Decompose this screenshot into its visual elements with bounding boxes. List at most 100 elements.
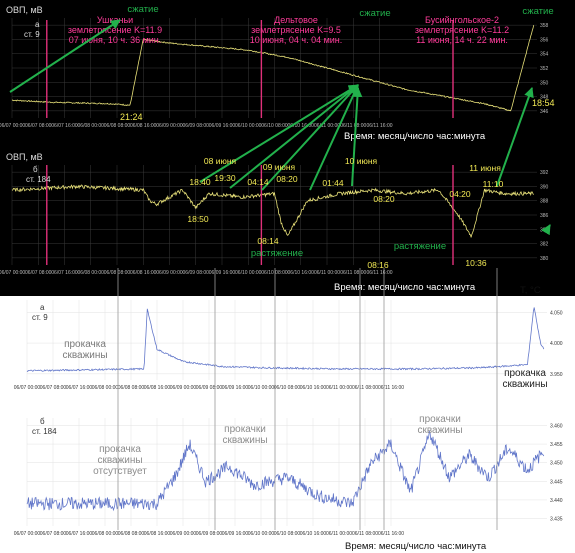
y-tick-label: 348 (540, 95, 549, 101)
earthquake-label: землетрясение K=11.2 (415, 25, 509, 35)
time-label: 04:20 (449, 189, 471, 199)
y-tick-label: 352 (540, 66, 549, 72)
dark-background (0, 0, 575, 296)
extension-label: растяжение (394, 241, 446, 252)
x-tick-label: 06/07 16:00 (51, 123, 78, 129)
well-name-c: ст. 9 (32, 313, 48, 322)
well-name-b: ст. 184 (26, 175, 51, 184)
pumping-label: прокачки (224, 424, 266, 435)
well-letter-d: б (40, 417, 45, 426)
compression-label: сжатие (359, 8, 390, 19)
y-tick-label: 3.435 (550, 517, 563, 523)
x-tick-label: 06/08 00:00 (92, 385, 119, 391)
well-name-a: ст. 9 (24, 30, 40, 39)
x-tick-label: 06/09 16:00 (222, 531, 249, 537)
y-tick-label: 392 (540, 170, 549, 176)
green-arrow (541, 224, 551, 236)
x-axis-title-b: Время: месяц/число час:минута (334, 282, 476, 293)
x-tick-label: 06/09 16:00 (209, 270, 236, 276)
time-label: 18:54 (532, 98, 555, 108)
x-tick-label: 06/08 16:00 (130, 270, 157, 276)
pumping-label: скважины (502, 379, 547, 390)
time-label: 04:14 (247, 177, 269, 187)
earthquake-label: Бусийнгольское-2 (425, 15, 499, 25)
x-tick-label: 06/07 00:00 (14, 531, 41, 537)
x-tick-label: 06/11 16:00 (366, 270, 392, 276)
green-arrow (261, 84, 359, 191)
x-tick-label: 06/09 16:00 (222, 385, 249, 391)
earthquake-label: землетрясение K=9.5 (251, 25, 341, 35)
light-background (22, 296, 575, 553)
y-tick-label: 3.445 (550, 479, 563, 485)
series-line-temp184 (26, 431, 545, 512)
y-axis-title-a: ОВП, мВ (6, 5, 43, 15)
pumping-label: скважины (417, 425, 462, 436)
x-tick-label: 06/08 08:00 (104, 270, 131, 276)
x-tick-label: 06/07 16:00 (51, 270, 78, 276)
y-tick-label: 356 (540, 37, 549, 43)
time-label: 18:40 (189, 177, 211, 187)
x-tick-label: 06/08 08:00 (104, 123, 131, 129)
y-axis-title-b: ОВП, мВ (6, 152, 43, 162)
earthquake-label: Дельтовое (274, 15, 318, 25)
x-axis-title-d: Время: месяц/число час:минута (345, 541, 487, 552)
x-tick-label: 06/08 00:00 (78, 270, 105, 276)
pumping-label: скважины (62, 350, 107, 361)
well-letter-b: б (33, 165, 38, 174)
time-label: 18:50 (187, 214, 209, 224)
extension-label: растяжение (251, 248, 303, 259)
earthquake-label: 07 июня, 10 ч. 36 мин. (69, 35, 162, 45)
x-tick-label: 06/11 00:00 (326, 385, 352, 391)
x-tick-label: 06/10 08:00 (274, 531, 301, 537)
x-tick-label: 06/08 16:00 (130, 123, 157, 129)
earthquake-label: 11 июня, 14 ч. 22 мин. (416, 35, 508, 45)
compression-label: сжатие (522, 6, 553, 17)
x-axis-title-a: Время: месяц/число час:минута (344, 131, 486, 142)
panel-temp9: 06/07 00:00 06/07 08:00 06/07 16:00 06/08 0… (14, 300, 563, 391)
y-tick-label: 390 (540, 184, 549, 190)
x-tick-label: 06/07 00:00 (14, 385, 41, 391)
x-tick-label: 06/08 00:00 (78, 123, 105, 129)
y-tick-label: 358 (540, 23, 549, 29)
compression-label: сжатие (127, 4, 158, 15)
date-label: 08 июня (204, 156, 237, 166)
earthquake-label: землетрясение K=11.9 (68, 25, 162, 35)
series-line-temp9 (26, 307, 545, 372)
y-tick-label: 3.950 (550, 372, 563, 378)
x-tick-label: 06/11 16:00 (378, 385, 404, 391)
time-label: 08:20 (276, 174, 298, 184)
x-tick-label: 06/07 08:00 (40, 385, 67, 391)
x-tick-label: 06/08 16:00 (144, 385, 171, 391)
x-tick-label: 06/11 08:00 (340, 123, 366, 129)
no-pumping-label: прокачка (99, 444, 141, 455)
x-tick-label: 06/09 16:00 (209, 123, 236, 129)
x-tick-label: 06/09 00:00 (170, 385, 197, 391)
y-tick-label: 4.000 (550, 341, 563, 347)
series-line-orp184 (11, 184, 534, 238)
date-label: 09 июня (263, 162, 296, 172)
green-arrow (309, 84, 359, 191)
x-tick-label: 06/07 08:00 (25, 270, 52, 276)
time-label: 01:44 (322, 178, 344, 188)
y-tick-label: 3.455 (550, 442, 563, 448)
x-tick-label: 06/07 16:00 (66, 385, 93, 391)
y-tick-label: 354 (540, 52, 549, 58)
earthquake-label: 10 июня, 04 ч. 04 мин. (250, 35, 343, 45)
x-tick-label: 06/09 08:00 (196, 531, 223, 537)
green-arrow (199, 84, 359, 183)
y-tick-label: 350 (540, 80, 549, 86)
no-pumping-label: скважины (97, 455, 142, 466)
x-tick-label: 06/07 00:00 (0, 270, 25, 276)
y-tick-label: 380 (540, 256, 549, 262)
well-name-d: ст. 184 (32, 427, 57, 436)
date-label: 10 июня (345, 156, 378, 166)
x-tick-label: 06/10 00:00 (235, 270, 262, 276)
y-axis-title-c: T, °C (520, 285, 541, 296)
y-tick-label: 388 (540, 199, 549, 205)
x-tick-label: 06/08 08:00 (118, 385, 145, 391)
x-tick-label: 06/07 00:00 (0, 123, 25, 129)
y-tick-label: 4.050 (550, 310, 563, 316)
x-tick-label: 06/11 00:00 (314, 270, 340, 276)
panel-temp184: 06/07 00:00 06/07 08:00 06/07 16:00 06/08 0… (14, 418, 563, 537)
